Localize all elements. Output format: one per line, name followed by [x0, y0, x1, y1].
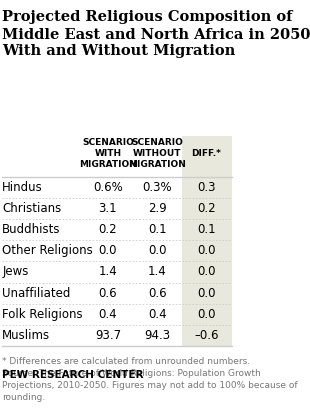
Text: Other Religions: Other Religions [2, 244, 93, 257]
Text: 0.3: 0.3 [197, 181, 215, 194]
Text: DIFF.*: DIFF.* [191, 149, 221, 158]
Text: SCENARIO
WITHOUT
MIGRATION: SCENARIO WITHOUT MIGRATION [128, 138, 186, 169]
Text: 3.1: 3.1 [99, 202, 117, 215]
Text: 0.0: 0.0 [148, 244, 166, 257]
Text: 1.4: 1.4 [99, 266, 117, 279]
Text: 0.0: 0.0 [197, 286, 215, 299]
Text: PEW RESEARCH CENTER: PEW RESEARCH CENTER [2, 370, 144, 380]
Text: 0.6: 0.6 [99, 286, 117, 299]
Text: 0.2: 0.2 [99, 224, 117, 236]
Text: 0.4: 0.4 [99, 308, 117, 321]
Text: 0.0: 0.0 [99, 244, 117, 257]
FancyBboxPatch shape [182, 136, 232, 346]
Text: 2.9: 2.9 [148, 202, 166, 215]
Text: 0.1: 0.1 [148, 224, 166, 236]
Text: SCENARIO
WITH
MIGRATION: SCENARIO WITH MIGRATION [79, 138, 137, 169]
Text: 0.2: 0.2 [197, 202, 216, 215]
Text: Hindus: Hindus [2, 181, 43, 194]
Text: 94.3: 94.3 [144, 328, 170, 341]
Text: Projected Religious Composition of
Middle East and North Africa in 2050,
With an: Projected Religious Composition of Middl… [2, 10, 310, 58]
Text: 93.7: 93.7 [95, 328, 121, 341]
Text: 0.3%: 0.3% [142, 181, 172, 194]
Text: Folk Religions: Folk Religions [2, 308, 83, 321]
Text: * Differences are calculated from unrounded numbers.
Source: The Future of World: * Differences are calculated from unroun… [2, 357, 298, 402]
Text: Muslims: Muslims [2, 328, 51, 341]
Text: Jews: Jews [2, 266, 29, 279]
Text: –0.6: –0.6 [194, 328, 219, 341]
Text: 0.1: 0.1 [197, 224, 216, 236]
Text: Buddhists: Buddhists [2, 224, 61, 236]
Text: 0.6%: 0.6% [93, 181, 123, 194]
Text: Unaffiliated: Unaffiliated [2, 286, 71, 299]
Text: 0.4: 0.4 [148, 308, 166, 321]
Text: 0.0: 0.0 [197, 308, 215, 321]
Text: 0.0: 0.0 [197, 244, 215, 257]
Text: Christians: Christians [2, 202, 62, 215]
Text: 0.0: 0.0 [197, 266, 215, 279]
Text: 0.6: 0.6 [148, 286, 166, 299]
Text: 1.4: 1.4 [148, 266, 166, 279]
